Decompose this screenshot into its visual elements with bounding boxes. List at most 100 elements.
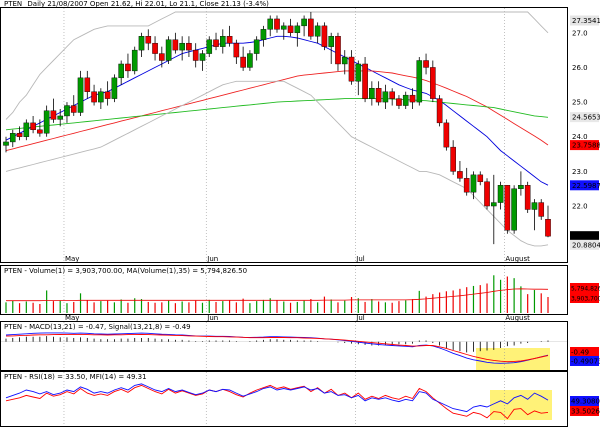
- header-symbol: PTEN: [4, 0, 22, 8]
- candle-body: [362, 63, 368, 99]
- candle-body: [199, 53, 206, 61]
- y-tick-label: 25.0: [572, 99, 588, 107]
- candle-body: [328, 36, 335, 47]
- axis-badge-label: 21.13: [572, 233, 592, 241]
- candle-body: [402, 94, 409, 106]
- axis-badge: [570, 15, 599, 26]
- candle-body: [64, 105, 70, 117]
- candle-body: [396, 98, 402, 106]
- macd-layer: [1, 332, 567, 364]
- y-tick-label: 27.0: [572, 29, 588, 37]
- candle-body: [3, 141, 9, 146]
- candle-body: [118, 63, 124, 79]
- rsi-layer: [5, 383, 549, 420]
- candle-body: [524, 185, 531, 210]
- axis-badge: [570, 347, 599, 357]
- candle-body: [457, 171, 463, 179]
- axis-labels-layer: May May Jun Jun Jul Jul August August 27.0 26.0 25…: [65, 15, 600, 416]
- macd-line: [5, 332, 549, 364]
- candle-body: [287, 25, 294, 33]
- candle-body: [111, 77, 118, 99]
- candle-body: [443, 122, 450, 148]
- rsi-line: [5, 384, 549, 420]
- axis-badge: [570, 293, 599, 303]
- x-tick-label-volume: May: [65, 314, 79, 322]
- candle-body: [131, 49, 138, 72]
- candle-body: [253, 39, 260, 54]
- candle-body: [179, 42, 185, 51]
- candle-body: [511, 188, 517, 231]
- candle-body: [37, 129, 43, 134]
- candle-body: [280, 25, 287, 30]
- candle-body: [321, 25, 328, 47]
- candle-body: [348, 56, 355, 82]
- signal-line: [5, 333, 549, 363]
- candle-body: [436, 98, 443, 124]
- candle-body: [416, 60, 423, 103]
- axis-badge-label: 22.5987: [572, 182, 600, 190]
- candle-body: [389, 91, 395, 99]
- panel-frames: [0, 7, 568, 427]
- candle-body: [538, 202, 545, 217]
- axis-badge-label: 24.5653: [572, 114, 600, 122]
- candle-body: [43, 110, 50, 134]
- lower-band-line: [5, 80, 549, 247]
- axis-badge: [570, 396, 599, 406]
- candle-body: [294, 25, 301, 33]
- axis-badge: [570, 239, 599, 250]
- candle-body: [152, 42, 158, 54]
- upper-band-line: [5, 11, 549, 120]
- candle-body: [260, 29, 267, 40]
- mfi-line: [5, 383, 549, 413]
- candle-body: [30, 122, 36, 131]
- header-details: Daily 21/08/2007 Open 21.62, Hi 22.01, L…: [27, 0, 269, 8]
- candle-body: [159, 53, 165, 61]
- x-tick-label-volume: Jun: [206, 314, 218, 322]
- x-tick-label-price: Jun: [206, 255, 218, 263]
- candle-body: [341, 56, 348, 65]
- y-tick-label: 22.0: [572, 203, 588, 211]
- candle-body: [219, 36, 226, 47]
- candle-body: [463, 178, 470, 193]
- candle-body: [545, 218, 551, 237]
- axis-badge-label: 5,794,826: [571, 286, 600, 293]
- candle-body: [23, 122, 30, 137]
- candle-body: [192, 49, 199, 61]
- candle-body: [267, 18, 274, 30]
- y-tick-label: 23.0: [572, 168, 588, 176]
- candle-body: [477, 174, 484, 182]
- axis-badge: [570, 406, 599, 416]
- macd-panel-frame: [0, 321, 568, 371]
- candle-body: [369, 88, 375, 99]
- candle-body: [186, 42, 192, 51]
- axis-badge: [570, 140, 599, 151]
- candle-body: [9, 133, 16, 143]
- x-tick-label-volume: August: [505, 314, 530, 322]
- price-layer: [3, 11, 551, 247]
- axis-badge: [570, 112, 599, 123]
- candle-body: [450, 146, 456, 172]
- y-tick-label: 24.0: [572, 133, 588, 141]
- candle-body: [355, 63, 362, 82]
- axis-badge: [570, 180, 599, 191]
- candle-body: [382, 91, 389, 103]
- sma-200-line: [5, 98, 549, 131]
- candle-body: [50, 110, 57, 120]
- candle-body: [518, 185, 524, 189]
- x-tick-label-price: Jul: [355, 255, 365, 263]
- axis-badge-label: 49.3080: [571, 398, 600, 406]
- candle-body: [77, 77, 84, 113]
- candle-body: [104, 91, 111, 99]
- candle-body: [314, 25, 321, 37]
- candle-body: [491, 202, 497, 207]
- chart-header: PTEN Daily 21/08/2007 Open 21.62, Hi 22.…: [4, 0, 269, 8]
- candle-body: [233, 42, 240, 58]
- rsi-panel-frame: [0, 371, 568, 427]
- axis-badge: [570, 283, 599, 293]
- candle-body: [274, 18, 280, 30]
- macd-legend: PTEN - MACD(13,21) = -0.47, Signal(13,21…: [4, 323, 191, 331]
- candle-body: [247, 53, 253, 68]
- candle-body: [145, 36, 152, 44]
